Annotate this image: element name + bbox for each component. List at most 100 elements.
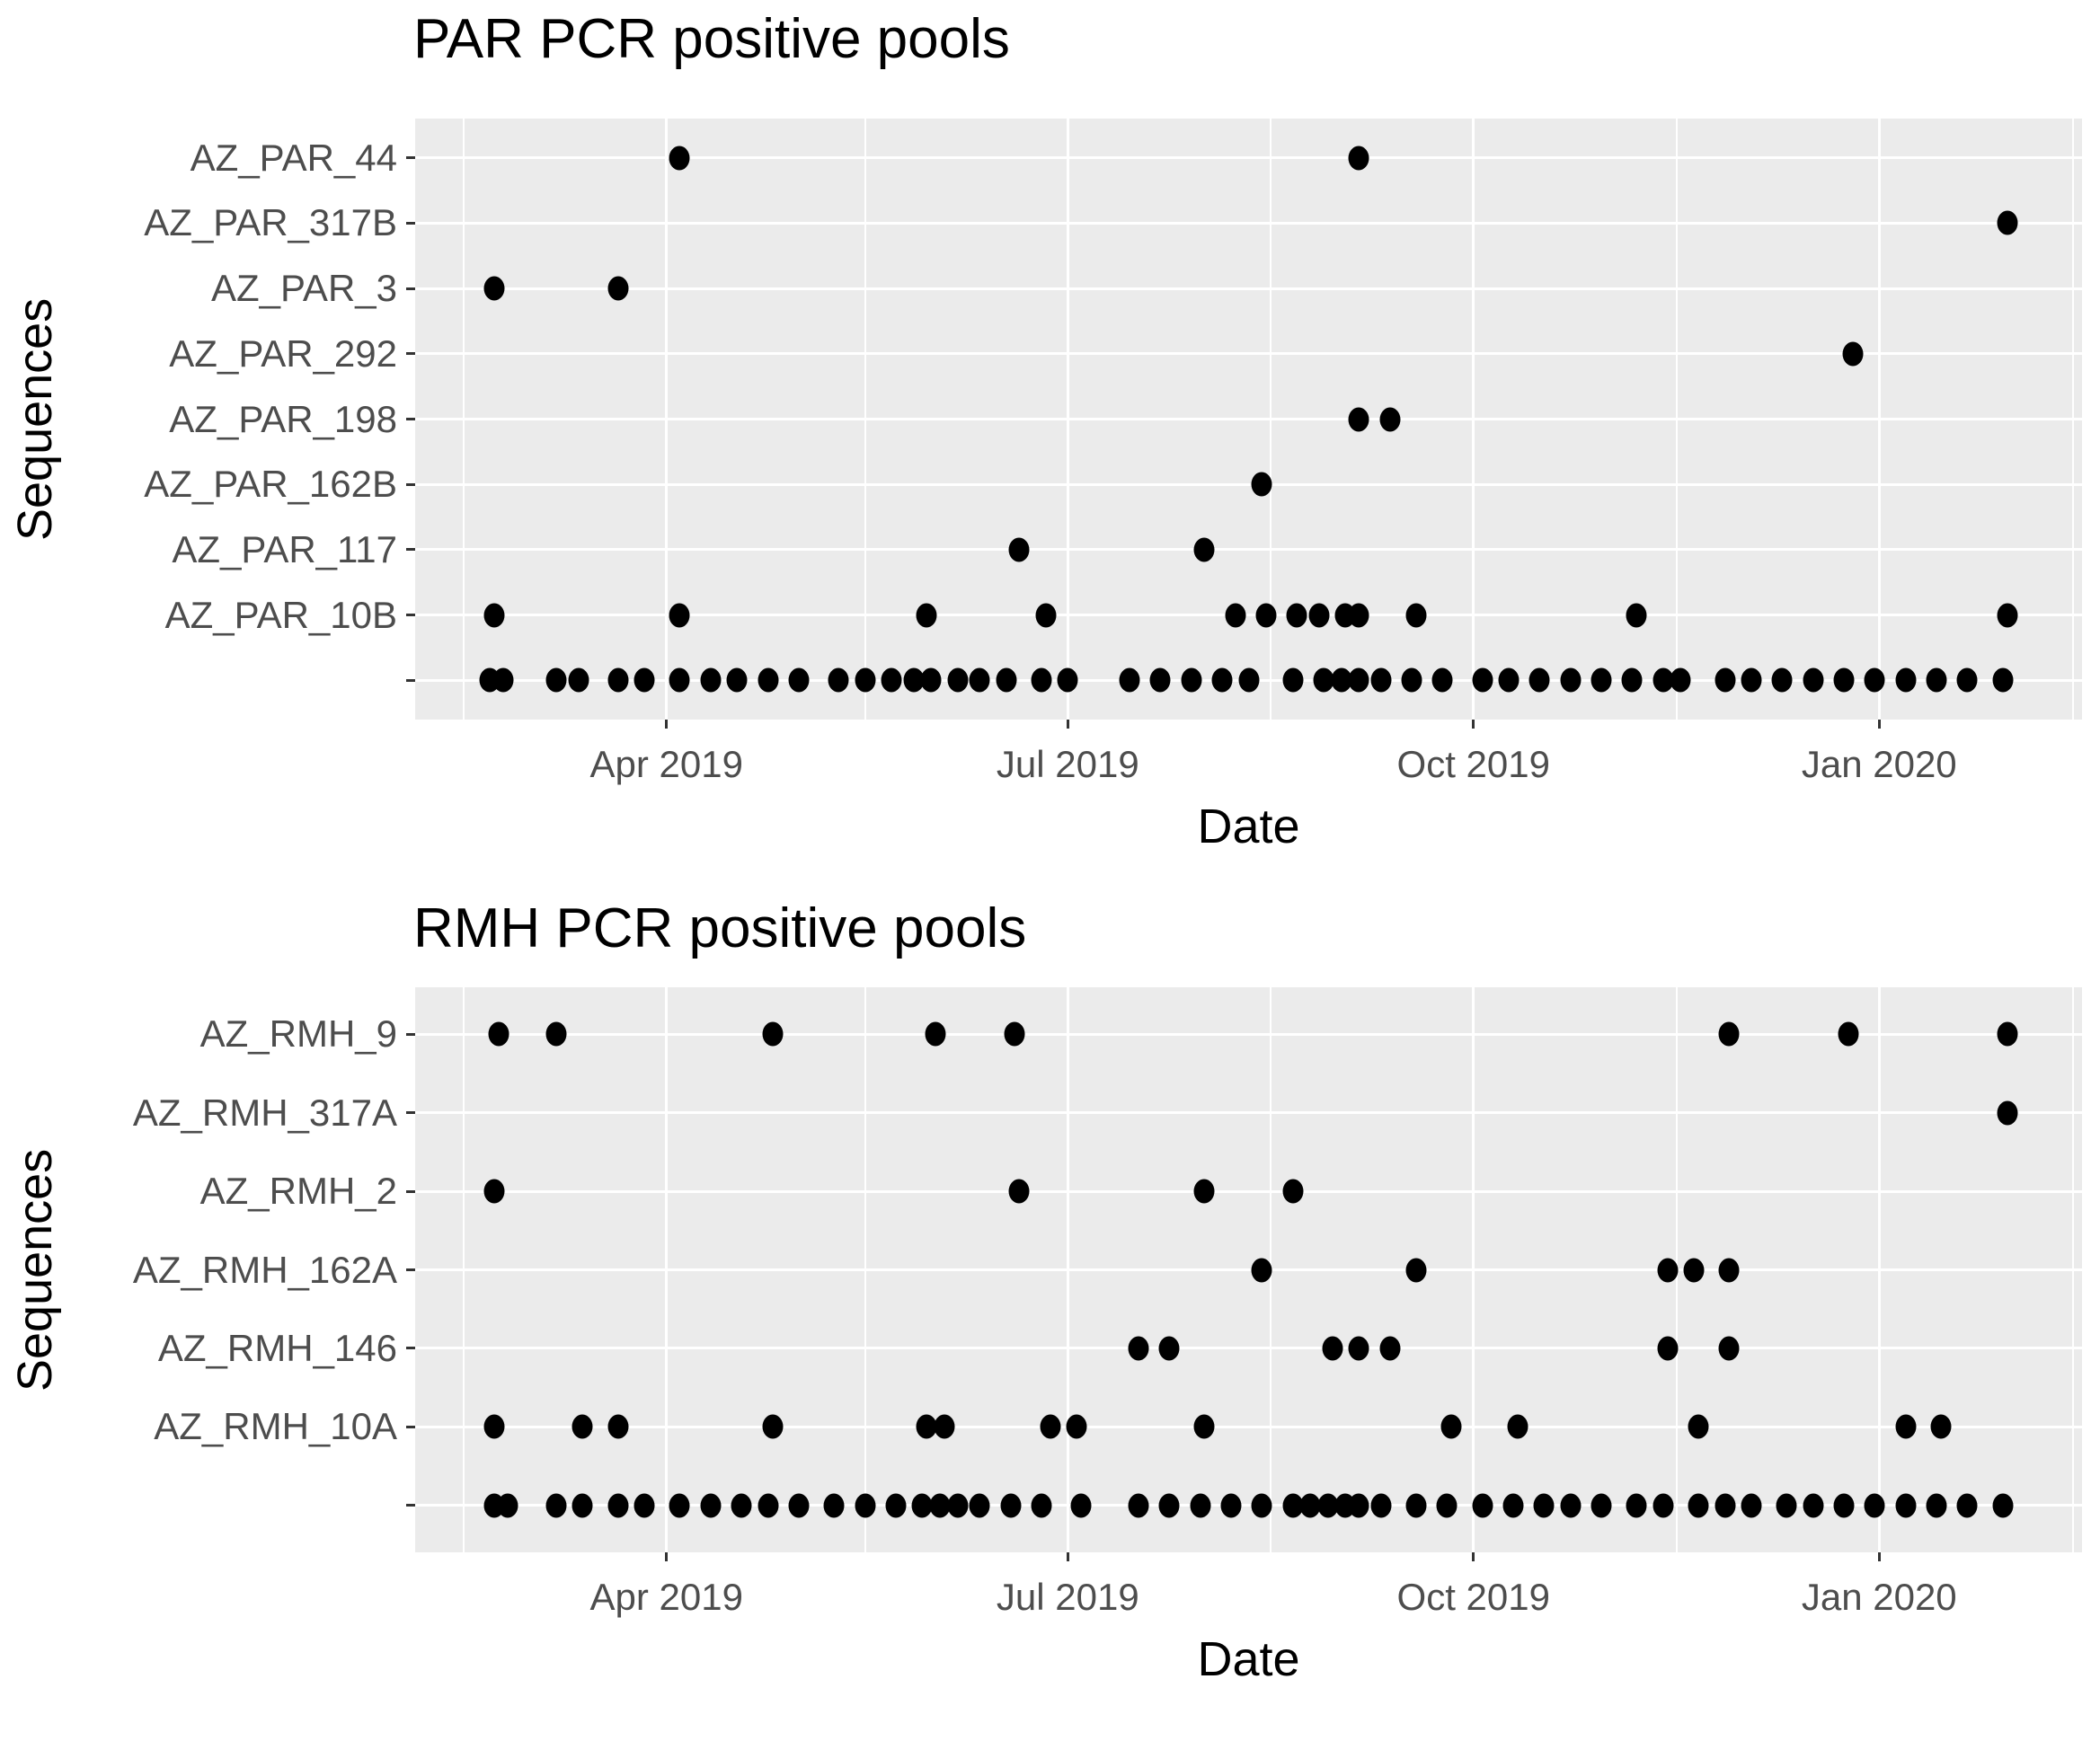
data-point [1507,1414,1528,1439]
row-gridline [415,287,2082,290]
par-pcr-chart: PAR PCR positive pools Sequences Date Ap… [0,0,2100,855]
data-point [1282,667,1304,693]
data-point [483,1414,505,1439]
data-point [572,1414,593,1439]
y-tick-mark [406,1111,415,1115]
data-point [1431,667,1453,693]
data-point [488,1021,509,1047]
data-point [916,603,937,628]
x-tick-mark [1877,1552,1881,1561]
row-gridline [415,548,2082,552]
x-tick-mark [665,720,669,729]
data-point [545,1021,567,1047]
data-point [1895,1414,1917,1439]
y-tick-mark [406,548,415,552]
y-tick-mark [406,221,415,225]
data-point [1718,1021,1740,1047]
data-point [634,1493,655,1518]
data-point [1683,1258,1705,1282]
data-point [545,1493,567,1518]
data-point [920,667,942,693]
data-point [1997,1021,2018,1047]
data-point [1158,1493,1180,1518]
chart-title: RMH PCR positive pools [413,897,1027,959]
x-axis-label: Apr 2019 [589,743,743,785]
row-gridline [415,482,2082,486]
y-axis-label: AZ_PAR_117 [172,527,397,570]
data-point [881,667,902,693]
data-point [1718,1336,1740,1361]
data-point [483,276,505,301]
data-point [1803,1493,1824,1518]
data-point [1715,1493,1735,1518]
y-tick-mark [406,156,415,160]
data-point [1220,1493,1242,1518]
row-gridline [415,614,2082,617]
data-point [1128,1493,1149,1518]
row-gridline [415,1032,2082,1036]
y-axis-label: AZ_PAR_3 [211,267,397,310]
data-point [996,667,1017,693]
data-point [1997,1100,2018,1126]
data-point [1688,1493,1709,1518]
row-gridline [415,1111,2082,1115]
data-point [545,667,567,693]
y-tick-mark [406,482,415,486]
data-point [1031,667,1052,693]
x-axis-label: Jul 2019 [996,1576,1139,1618]
data-point [1502,1493,1524,1518]
data-point [1004,1021,1025,1047]
data-point [607,667,629,693]
data-point [1070,1493,1092,1518]
data-point [1370,1493,1392,1518]
data-point [1657,1258,1679,1282]
x-tick-mark [1472,720,1475,729]
data-point [1348,603,1369,628]
y-axis-label: AZ_RMH_2 [199,1170,397,1213]
data-point [1472,1493,1493,1518]
data-point [1472,667,1493,693]
data-point [1653,1493,1674,1518]
data-point [1225,603,1246,628]
y-tick-mark [406,1504,415,1507]
data-point [1803,667,1824,693]
data-point [1741,1493,1762,1518]
data-point [1008,1179,1030,1204]
y-axis-label: AZ_RMH_317A [132,1091,397,1134]
data-point [1771,667,1793,693]
data-point [1211,667,1233,693]
data-point [916,1414,937,1439]
data-point [758,667,779,693]
data-point [1255,603,1277,628]
data-point [1405,1493,1427,1518]
data-point [726,667,748,693]
data-point [1238,667,1259,693]
x-axis-title: Date [1197,800,1300,853]
y-tick-mark [406,678,415,682]
data-point [1370,667,1392,693]
y-tick-mark [406,614,415,617]
data-point [788,667,810,693]
data-point [1193,537,1215,562]
data-point [1158,1336,1180,1361]
data-point [1348,407,1369,431]
data-point [1718,1258,1740,1282]
data-point [492,667,514,693]
data-point [1560,667,1582,693]
row-gridline [415,1425,2082,1428]
data-point [969,667,990,693]
data-point [903,667,925,693]
y-tick-mark [406,287,415,290]
x-axis-label: Oct 2019 [1396,743,1550,785]
data-point [1251,1493,1272,1518]
data-point [762,1414,783,1439]
data-point [1838,1021,1859,1047]
data-point [925,1021,946,1047]
data-point [1992,1493,2014,1518]
data-point [758,1493,779,1518]
y-axis-label: AZ_RMH_9 [199,1012,397,1056]
data-point [1348,1493,1369,1518]
data-point [1379,407,1401,431]
y-axis-label: AZ_PAR_317B [144,201,397,244]
data-point [1715,667,1735,693]
